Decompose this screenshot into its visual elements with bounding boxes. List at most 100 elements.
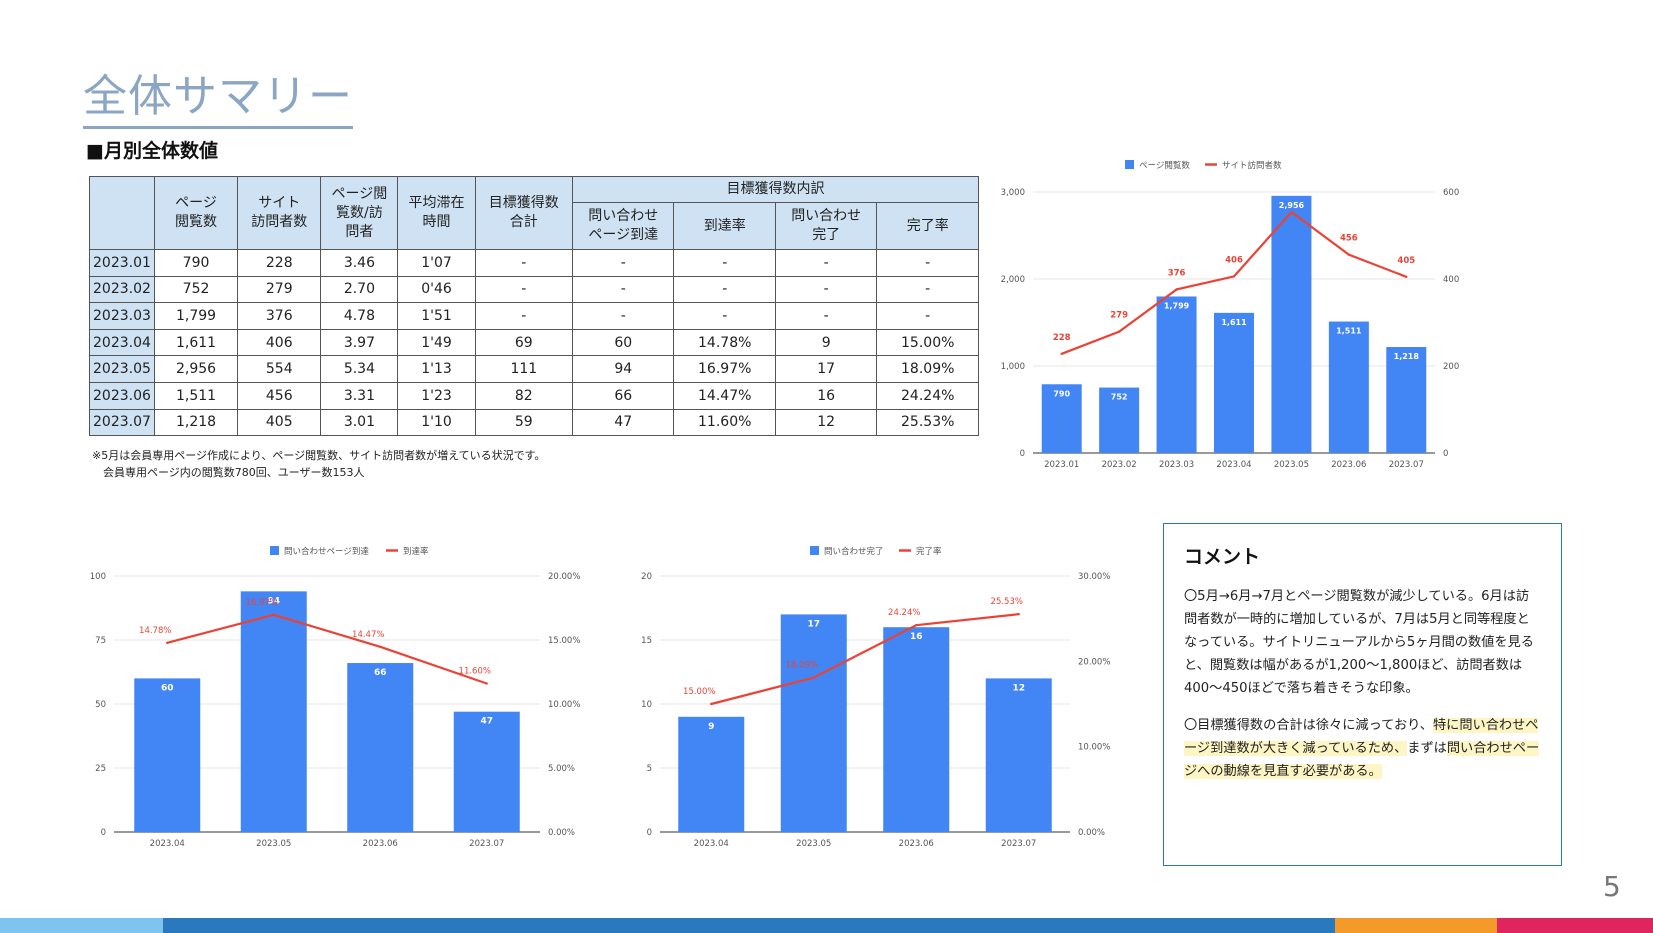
table-cell: 1,799 [153, 302, 239, 330]
table-cell: - [876, 249, 979, 277]
line-value-label: 15.00% [683, 687, 715, 697]
row-month: 2023.01 [89, 249, 155, 277]
table-cell: 4.78 [320, 302, 399, 330]
line-point [485, 682, 488, 685]
line-point [1347, 253, 1351, 256]
table-cell: 82 [474, 381, 574, 410]
line-point [1290, 210, 1293, 214]
table-row: 2023.05 2,956 554 5.34 1'13 111 94 16.97% 17 18.0… [89, 355, 979, 383]
y-tick-label: 5 [647, 764, 652, 774]
table-cell: - [774, 302, 878, 330]
y-tick-label: 75 [95, 636, 106, 646]
summary-table: ページ 閲覧数 サイト 訪問者数 ページ閲 覧数/訪 問者 平均滞在 時間 目標獲得数 合計… [89, 176, 979, 437]
table-cell: 15.00% [876, 328, 979, 357]
header-cell: 問い合わせ ページ到達 [572, 202, 675, 250]
x-tick-label: 2023.07 [469, 839, 504, 849]
legend-label: ページ閲覧数 [1139, 160, 1190, 171]
legend-label: 完了率 [916, 546, 942, 557]
table-cell: 3.46 [320, 249, 399, 277]
bar [780, 614, 847, 832]
table-cell: 16 [774, 381, 878, 410]
table-cell: 14.47% [673, 381, 776, 410]
table-cell: 5.34 [320, 355, 399, 383]
table-cell: 2,956 [153, 355, 239, 383]
table-cell: - [876, 302, 979, 330]
line-value-label: 16.97% [246, 598, 278, 608]
line-point [1117, 330, 1121, 333]
table-cell: 1,511 [153, 381, 239, 410]
comment-text-plain: 〇目標獲得数の合計は徐々に減っており、 [1184, 718, 1433, 733]
comment-title: コメント [1184, 546, 1261, 568]
line-point [710, 702, 713, 706]
x-tick-label: 2023.02 [1102, 460, 1137, 470]
table-cell: 1'10 [397, 408, 476, 437]
x-tick-label: 2023.04 [694, 839, 729, 849]
bar-value-label: 1,799 [1164, 301, 1190, 310]
line-value-label: 11.60% [459, 667, 491, 677]
comment-paragraph-2: 〇目標獲得数の合計は徐々に減っており、特に問い合わせページ到達数が大きく減ってい… [1184, 714, 1541, 783]
section-title: ■月別全体数値 [86, 140, 218, 162]
x-tick-label: 2023.05 [256, 839, 291, 849]
table-cell: 94 [572, 355, 675, 383]
table-cell: - [572, 249, 675, 277]
x-tick-label: 2023.07 [1001, 839, 1036, 849]
line-point [812, 676, 815, 679]
y-tick-label: 1,000 [1001, 362, 1025, 372]
table-cell: 3.97 [320, 328, 399, 357]
table-cell: 456 [237, 381, 322, 410]
bar-value-label: 2,956 [1279, 201, 1305, 210]
table-cell: 790 [153, 249, 239, 277]
y2-tick-label: 0.00% [548, 828, 575, 838]
table-cell: - [774, 249, 878, 277]
table-cell: - [774, 275, 878, 304]
series-line [166, 613, 488, 685]
y2-tick-label: 10.00% [548, 700, 580, 710]
bar-value-label: 17 [807, 619, 820, 629]
y-tick-label: 10 [641, 700, 652, 710]
chart-legend: ページ閲覧数 サイト訪問者数 [1125, 160, 1282, 171]
bar [1156, 296, 1197, 453]
line-value-label: 228 [1053, 333, 1071, 343]
table-cell: 1,611 [153, 328, 239, 357]
table-cell: - [572, 302, 675, 330]
bar [1271, 195, 1312, 453]
bar-value-label: 16 [910, 632, 923, 642]
line-value-label: 406 [1225, 255, 1243, 265]
y2-tick-label: 30.00% [1078, 572, 1110, 582]
bar-value-label: 752 [1111, 393, 1128, 402]
table-cell: - [474, 302, 574, 330]
bar-value-label: 1,611 [1221, 318, 1247, 327]
table-cell: 1,218 [153, 408, 239, 437]
line-value-label: 14.78% [139, 626, 171, 636]
bar [347, 663, 414, 832]
header-cell: 到達率 [673, 202, 776, 250]
table-cell: 279 [237, 275, 322, 304]
bar-segment [1497, 918, 1653, 933]
bar [1386, 347, 1427, 453]
x-tick-label: 2023.03 [1159, 460, 1194, 470]
y2-tick-label: 600 [1443, 188, 1459, 198]
table-cell: 24.24% [876, 381, 979, 410]
x-tick-label: 2023.06 [1331, 460, 1366, 470]
bar [1328, 321, 1369, 453]
x-tick-label: 2023.04 [150, 839, 185, 849]
note-line: ※5月は会員専用ページ作成により、ページ閲覧数、サイト訪問者数が増えている状況で… [92, 449, 546, 462]
table-cell: 9 [774, 328, 878, 357]
table-cell: 59 [474, 408, 574, 437]
line-point [1405, 275, 1408, 279]
y2-tick-label: 5.00% [548, 764, 575, 774]
bar [883, 627, 950, 832]
table-cell: - [572, 275, 675, 304]
header-cell: 目標獲得数 合計 [474, 176, 574, 250]
header-cell [89, 176, 155, 250]
table-cell: - [474, 249, 574, 277]
y-tick-label: 25 [95, 764, 106, 774]
bar-value-label: 47 [480, 717, 493, 727]
note-line: 会員専用ページ内の閲覧数780回、ユーザー数153人 [92, 466, 365, 479]
bar-value-label: 60 [161, 683, 174, 693]
table-cell: 1'13 [397, 355, 476, 383]
bar [1099, 387, 1140, 453]
table-cell: 69 [474, 328, 574, 357]
y2-tick-label: 20.00% [548, 572, 580, 582]
x-tick-label: 2023.07 [1389, 460, 1424, 470]
